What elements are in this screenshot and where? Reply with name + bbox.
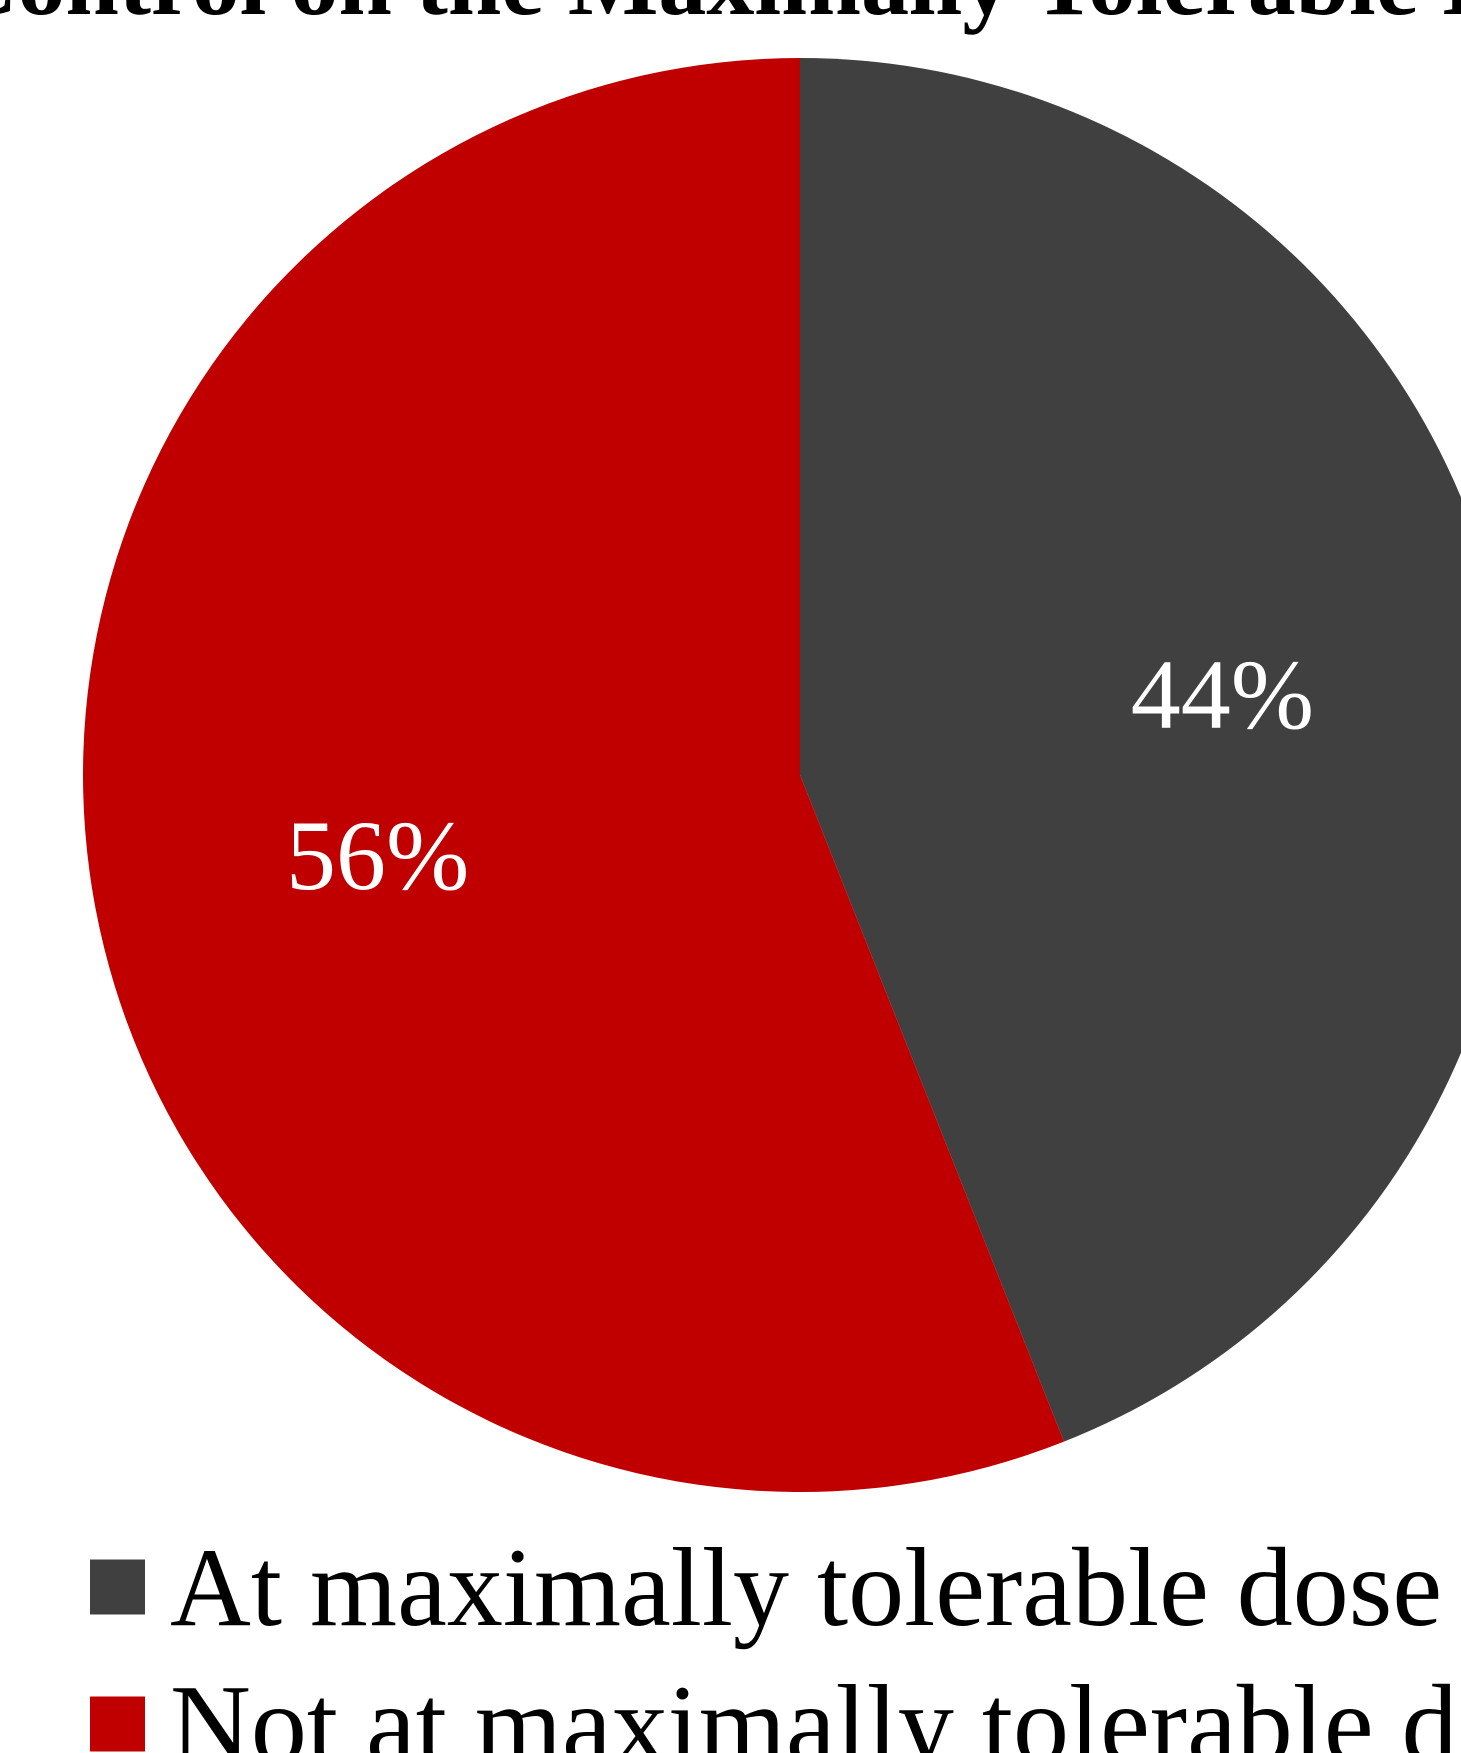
pie-slice-1 <box>800 58 1461 1442</box>
legend-label-1: At maximally tolerable dose <box>170 1526 1442 1650</box>
data-label-2: 56% <box>286 800 469 911</box>
pie-slice-2 <box>83 58 1064 1493</box>
chart-title: Control on the Maximally Tolerable D <box>0 0 1461 35</box>
data-label-1: 44% <box>1131 639 1314 750</box>
pie-data-labels: 44% 56% <box>286 639 1314 911</box>
legend: At maximally tolerable dose Not at maxima… <box>90 1526 1461 1753</box>
legend-label-2: Not at maximally tolerable dose <box>170 1663 1461 1753</box>
legend-swatch-1 <box>90 1559 145 1615</box>
pie-slices <box>83 58 1461 1493</box>
legend-swatch-2 <box>90 1696 145 1752</box>
